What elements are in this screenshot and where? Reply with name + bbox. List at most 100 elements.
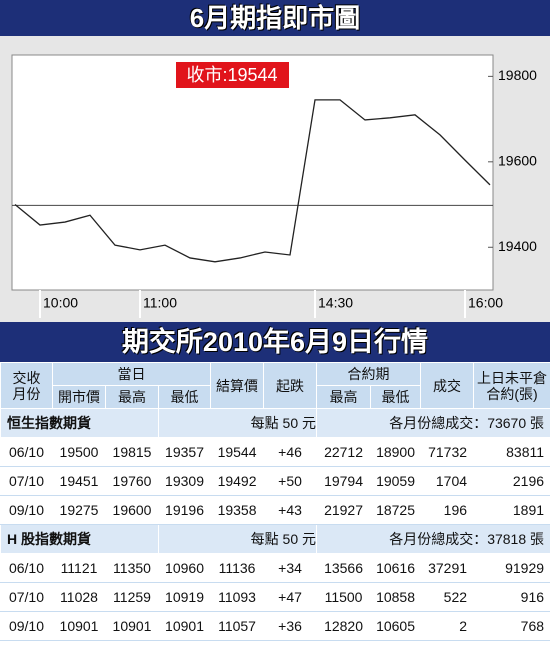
cell: 19544 [210, 437, 265, 467]
cell: 06/10 [0, 437, 53, 467]
cell: 10605 [370, 611, 422, 641]
cell: 09/10 [0, 611, 53, 641]
cell: +34 [263, 553, 318, 583]
cell: 當日 [51, 362, 212, 386]
cell: 上日未平倉 合約(張) [473, 362, 550, 409]
cell: 2 [420, 611, 475, 641]
cell: 19357 [157, 437, 212, 467]
row: 07/10 11028 11259 10919 11093 +47 11500 10858 52… [0, 582, 550, 612]
cell: 11136 [210, 553, 265, 583]
cell: 10616 [370, 553, 422, 583]
quote-table: 交收 月份 當日 結算價 起跌 合約期 成交 上日未平倉 合約(張) 開市價 最高 最低 最高 最低 恒生指… [0, 362, 550, 641]
cell: +43 [263, 495, 318, 525]
x-tick-label: 14:30 [318, 295, 353, 311]
cell: 各月份總成交：73670 張 [316, 408, 550, 438]
cell: 196 [420, 495, 475, 525]
cell: 結算價 [210, 362, 265, 409]
chart-title: 6月期指即市圖 [0, 0, 550, 36]
cell: 13566 [316, 553, 372, 583]
cell: +36 [263, 611, 318, 641]
cell: 10901 [157, 611, 212, 641]
y-tick-label: 19800 [498, 67, 537, 83]
chart: 19400 19600 19800 10:00 11:00 14:30 16:00 收市:19… [0, 36, 550, 322]
y-tick-label: 19600 [498, 153, 537, 169]
cell: 最高 [316, 385, 372, 409]
cell: 11057 [210, 611, 265, 641]
y-tick-label: 19400 [498, 238, 537, 254]
cell: 各月份總成交：37818 張 [316, 524, 550, 554]
cell: 07/10 [0, 466, 53, 496]
annotation-box [176, 62, 289, 88]
row: 07/10 19451 19760 19309 19492 +50 19794 19059 17… [0, 466, 550, 496]
cell: 19309 [157, 466, 212, 496]
annotation: 收市:19544 [186, 65, 277, 85]
row: 09/10 19275 19600 19196 19358 +43 21927 18725 19… [0, 495, 550, 525]
cell: 19500 [52, 437, 106, 467]
cell: 37291 [420, 553, 475, 583]
cell: 最低 [157, 385, 212, 409]
cell-text: 合約(張) [486, 385, 538, 402]
cell: 10960 [157, 553, 212, 583]
cell: 11028 [52, 582, 106, 612]
cell: 11093 [210, 582, 265, 612]
cell: 1704 [420, 466, 475, 496]
row: 06/10 11121 11350 10960 11136 +34 13566 10616 37… [0, 553, 550, 583]
cell: 09/10 [0, 495, 53, 525]
x-tick-label: 16:00 [468, 295, 503, 311]
row: 恒生指數期貨 每點 50 元各月份總成交：73670 張 [0, 408, 550, 438]
row: H 股指數期貨 每點 50 元各月份總成交：37818 張 [0, 524, 550, 554]
cell: 07/10 [0, 582, 53, 612]
cell: +47 [263, 582, 318, 612]
cell: 19492 [210, 466, 265, 496]
cell: 19059 [370, 466, 422, 496]
cell: 18725 [370, 495, 422, 525]
plot-area [11, 54, 494, 291]
cell: 恒生指數期貨 [0, 408, 159, 438]
cell: 522 [420, 582, 475, 612]
cell: 19451 [52, 466, 106, 496]
row: 開市價 最高 最低 最高 最低 [1, 385, 550, 409]
cell: 71732 [420, 437, 475, 467]
cell: 06/10 [0, 553, 53, 583]
cell-text: 月份 [12, 385, 41, 402]
cell: 合約期 [316, 362, 422, 386]
x-tick-label: 11:00 [143, 295, 177, 311]
cell: 19815 [105, 437, 159, 467]
cell-text: 上日未平倉 [477, 369, 548, 386]
cell: 10901 [105, 611, 159, 641]
cell: 19794 [316, 466, 372, 496]
cell: 21927 [316, 495, 372, 525]
cell: 19760 [105, 466, 159, 496]
cell: 11350 [105, 553, 159, 583]
cell: +46 [263, 437, 318, 467]
cell: 起跌 [263, 362, 318, 409]
cell: 11500 [316, 582, 372, 612]
cell: 最高 [105, 385, 159, 409]
row: 交收 月份 當日 結算價 起跌 合約期 成交 上日未平倉 合約(張) [0, 362, 550, 409]
cell: 18900 [370, 437, 422, 467]
cell: 768 [473, 611, 550, 641]
cell: 19358 [210, 495, 265, 525]
cell: 最低 [370, 385, 422, 409]
cell: 19196 [157, 495, 212, 525]
cell: 10901 [52, 611, 106, 641]
row: 06/10 19500 19815 19357 19544 +46 22712 18900 71… [0, 437, 550, 467]
cell: 成交 [420, 362, 475, 409]
cell: 19275 [52, 495, 106, 525]
cell: 每點 50 元 [157, 524, 318, 554]
cell: 19600 [105, 495, 159, 525]
cell: H 股指數期貨 [0, 524, 159, 554]
row: 09/10 10901 10901 10901 11057 +36 12820 10605 2 7… [0, 611, 550, 641]
cell: 11121 [52, 553, 106, 583]
price-line [14, 99, 491, 263]
cell: +50 [263, 466, 318, 496]
cell: 12820 [316, 611, 372, 641]
table-title: 期交所2010年6月9日行情 [0, 322, 550, 362]
cell: 22712 [316, 437, 372, 467]
x-tick-label: 10:00 [43, 295, 78, 311]
cell-text: 交收 [12, 369, 41, 386]
cell: 83811 [473, 437, 550, 467]
cell: 開市價 [52, 385, 106, 409]
cell: 每點 50 元 [157, 408, 318, 438]
